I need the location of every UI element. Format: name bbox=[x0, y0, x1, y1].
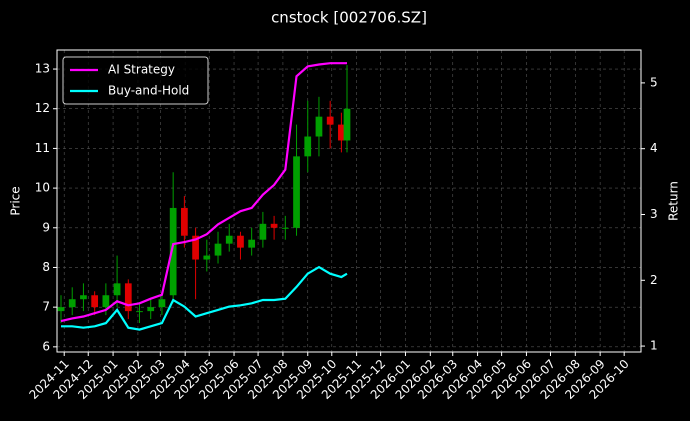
candle-body bbox=[91, 295, 99, 308]
y-axis-label: Price bbox=[9, 186, 23, 215]
plot-frame bbox=[56, 49, 642, 353]
candle-body bbox=[293, 156, 300, 228]
candle-body bbox=[136, 311, 143, 313]
y-tick-label: 7 bbox=[42, 300, 50, 314]
y-tick-label: 8 bbox=[42, 260, 50, 274]
candle-body bbox=[214, 243, 222, 256]
y-tick-label: 10 bbox=[35, 181, 50, 195]
candle-body bbox=[124, 283, 132, 312]
series-line bbox=[60, 62, 347, 323]
candle-body bbox=[68, 299, 76, 308]
candle-body bbox=[113, 283, 121, 296]
candle-body bbox=[181, 207, 188, 236]
candle-body bbox=[248, 239, 256, 248]
y-tick-label: 11 bbox=[35, 141, 50, 155]
y2-axis-label: Return bbox=[667, 181, 681, 221]
candle-body bbox=[147, 307, 155, 312]
legend-box bbox=[62, 56, 209, 105]
candle-body bbox=[169, 207, 177, 296]
candle-body bbox=[281, 227, 289, 229]
candle-body bbox=[237, 235, 244, 248]
candle-body bbox=[270, 223, 278, 228]
y2-tick-label: 4 bbox=[650, 141, 658, 155]
y-tick-label: 6 bbox=[42, 339, 50, 353]
candle-body bbox=[102, 295, 110, 308]
candle-body bbox=[80, 295, 87, 300]
candle-body bbox=[225, 235, 233, 244]
y-tick-label: 12 bbox=[35, 101, 50, 115]
y2-tick-label: 1 bbox=[650, 339, 658, 353]
candle-body bbox=[57, 307, 65, 312]
y-tick-label: 13 bbox=[35, 62, 50, 76]
y2-tick-label: 2 bbox=[650, 273, 658, 287]
y2-tick-label: 3 bbox=[650, 207, 658, 221]
candle-body bbox=[158, 299, 166, 308]
series-line bbox=[61, 265, 348, 331]
legend-label: AI Strategy bbox=[108, 63, 175, 77]
y2-tick-label: 5 bbox=[650, 75, 658, 89]
candle-body bbox=[192, 235, 199, 260]
candle-body bbox=[203, 255, 211, 260]
candle-body bbox=[304, 136, 312, 157]
candle-body bbox=[343, 108, 351, 141]
candle-body bbox=[315, 116, 323, 137]
candle-body bbox=[326, 116, 334, 125]
candle-body bbox=[259, 223, 267, 240]
y-tick-label: 9 bbox=[42, 220, 50, 234]
chart-title: cnstock [002706.SZ] bbox=[271, 9, 427, 27]
legend-label: Buy-and-Hold bbox=[108, 84, 189, 98]
candle-body bbox=[338, 124, 345, 141]
